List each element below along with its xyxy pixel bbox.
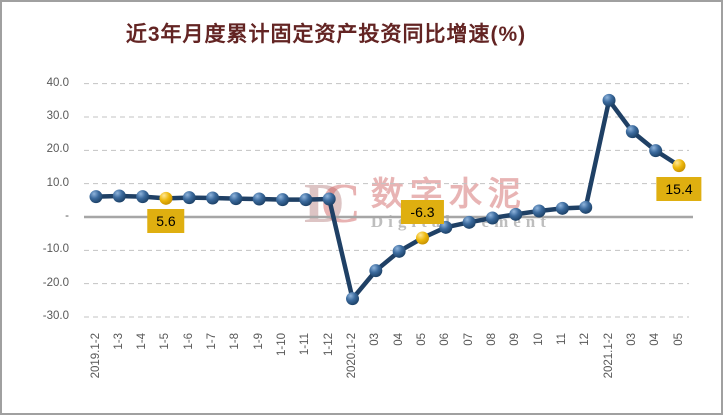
highlighted-data-point [415,231,429,245]
data-point [252,192,266,206]
y-tick-label: -10.0 [42,243,69,256]
data-point [182,191,196,205]
y-tick-label: 40.0 [46,76,69,89]
x-tick-label: 1-10 [276,333,289,357]
chart-title: 近3年月度累计固定资产投资同比增速(%) [125,23,527,46]
data-point [112,189,126,203]
watermark-dc-logo: DC [304,176,361,232]
x-tick-label: 1-11 [299,333,312,356]
x-tick-label: 1-7 [206,333,219,350]
data-point [439,220,453,234]
x-tick-label: 06 [439,333,452,346]
data-point [579,200,593,214]
x-tick-label: 05 [415,333,428,346]
data-point [276,193,290,207]
x-tick-label: 1-5 [159,333,172,350]
x-tick-label: 2020.1-2 [346,333,359,379]
y-tick-label: -20.0 [42,276,69,289]
highlighted-data-point [159,191,173,205]
y-tick-label: 20.0 [46,143,69,156]
x-tick-label: 03 [369,333,382,346]
data-label: -6.3 [401,199,444,224]
watermark-letter-d: D [304,173,345,235]
data-point [229,192,243,206]
x-tick-label: 04 [649,333,662,346]
data-point [369,264,383,278]
data-point [299,193,313,207]
y-tick-label: -30.0 [42,309,69,322]
x-tick-label: 11 [555,333,568,345]
x-tick-label: 12 [579,333,592,346]
x-tick-label: 2021.1-2 [602,333,615,379]
data-point [485,211,499,225]
x-tick-label: 04 [392,333,405,346]
x-tick-label: 10 [532,333,545,346]
x-tick-label: 1-6 [182,333,195,350]
data-label: 5.6 [147,209,185,234]
x-tick-label: 2019.1-2 [89,333,102,379]
data-point [462,215,476,229]
x-tick-label: 1-9 [252,333,265,350]
x-tick-label: 03 [625,333,638,346]
data-point [89,190,103,204]
x-tick-label: 1-3 [112,333,125,350]
data-point [649,144,663,158]
data-point [346,292,360,306]
watermark-chinese-text: 数字水泥 [370,175,527,212]
data-point [509,207,523,221]
x-tick-label: 09 [509,333,522,346]
data-point [532,204,546,218]
data-point [206,191,220,205]
data-point [555,201,569,215]
x-tick-label: 07 [462,333,475,346]
y-tick-label: 10.0 [46,176,69,189]
data-point [392,244,406,258]
highlighted-data-point [672,159,686,173]
y-tick-label: 30.0 [46,110,69,122]
data-label: 15.4 [656,176,702,201]
data-point [602,93,616,107]
x-tick-label: 1-8 [229,333,242,350]
data-point [322,192,336,206]
data-point [136,190,150,204]
y-tick-label: - [65,210,69,222]
x-tick-label: 1-4 [136,333,149,350]
data-point [625,125,639,139]
x-tick-label: 08 [485,333,498,346]
x-tick-label: 1-12 [322,333,335,357]
x-tick-label: 05 [672,333,685,346]
